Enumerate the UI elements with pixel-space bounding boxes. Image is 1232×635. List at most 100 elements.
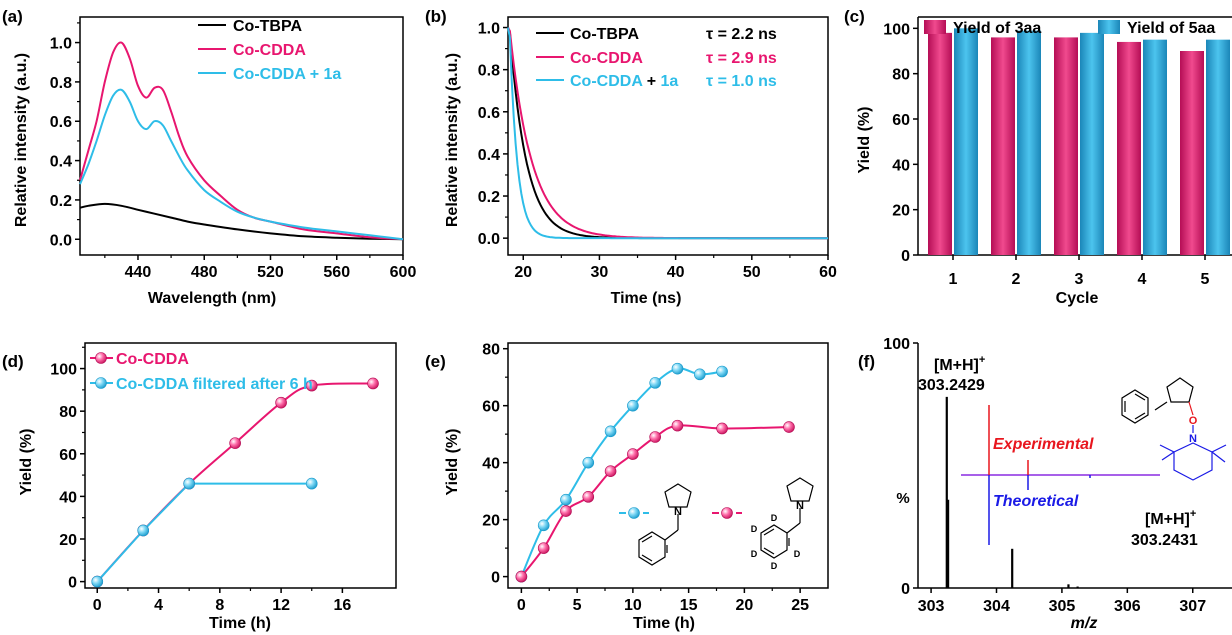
panel-e-series-0-point (560, 493, 572, 506)
panel-c-legend: Yield of 3aa Yield of 5aa (924, 20, 1215, 37)
panel-e-frame (507, 342, 829, 589)
panel-b-xtick-label: 30 (591, 264, 609, 281)
panel-a-series-0-line (79, 202, 404, 241)
panel-c-ytick-label: 0 (901, 248, 910, 265)
c-o-bond (1188, 401, 1194, 416)
mh-label-left-text: [M+H] (934, 357, 979, 374)
panel-e-series-1-point (649, 431, 661, 443)
panel-c-ytick-label: 60 (892, 112, 910, 129)
panel-d-xtick-label: 8 (215, 597, 224, 614)
panel-d-legend: Co-CDDA Co-CDDA filtered after 6 h (90, 351, 313, 393)
panel-e-series-0-point (649, 377, 661, 389)
phenyl-ring-f (1121, 389, 1149, 424)
phenyl-double-2 (1134, 412, 1146, 420)
panel-f-xtick-label: 303 (918, 598, 945, 615)
theoretical-label: Theoretical (993, 493, 1079, 510)
legend-label-co-cdda-1a-b: Co-CDDA + 1a (570, 73, 678, 90)
panel-d-xtick-label: 16 (333, 597, 351, 614)
legend-tau-co-tbpa: τ = 2.2 ns (706, 26, 777, 43)
panel-a-label: (a) (2, 7, 23, 26)
mh-mass-right: 303.2431 (1131, 532, 1198, 549)
deuterium-label-1: D (771, 513, 778, 523)
panel-d-ytick-label: 100 (50, 362, 77, 379)
panel-c-ytick-label: 100 (883, 21, 910, 38)
panel-a-ytick-label: 0.4 (50, 154, 72, 171)
panel-e-ytick-label: 0 (491, 570, 500, 587)
legend-tau-co-cdda-1a: τ = 1.0 ns (706, 73, 777, 90)
panel-d-series-0-line (96, 382, 374, 583)
panel-b-series-0-decay (507, 27, 828, 240)
panel-a-xtick-label: 600 (390, 264, 417, 281)
inset-marker-blue (628, 507, 640, 519)
legend-label-1a: 1a (661, 73, 679, 90)
panel-e-xtick-label: 0 (517, 597, 526, 614)
panel-e-series-1-point (716, 422, 728, 435)
panel-f-xtick-label: 304 (983, 598, 1010, 615)
panel-e-series-1-line (520, 424, 790, 578)
deuterium-label-5: D (794, 549, 801, 559)
panel-d-series-0-point (367, 377, 379, 390)
mh-mass-left: 303.2429 (918, 377, 985, 394)
panel-e-series-0-point (627, 399, 639, 412)
panel-c-bar-5aa (1080, 32, 1104, 255)
panel-c-bar-3aa (1180, 51, 1204, 255)
panel-c-xtick-label: 4 (1138, 271, 1147, 288)
panel-c-plot: 0 20 40 60 80 100 1 2 3 4 5 (883, 16, 1232, 288)
panel-b: (b) 20 30 40 50 60 0.0 0.2 0.4 0.6 0.8 1.0 Time (n… (425, 7, 837, 307)
panel-d-series-1-line (96, 482, 312, 583)
panel-e-xtick-label: 15 (680, 597, 698, 614)
benzene-d-double-3 (763, 528, 775, 536)
benzene-ring-d (760, 524, 788, 559)
legend-label-3aa: Yield of 3aa (953, 20, 1041, 37)
panel-a-ytick-label: 0.0 (50, 232, 72, 249)
panel-a-ylabel: Relative intensity (a.u.) (13, 53, 30, 227)
panel-c-bar-5aa (1017, 30, 1041, 255)
panel-b-series-1-decay (507, 27, 828, 240)
panel-b-series-2-decay (507, 27, 828, 240)
panel-e-series-0-point (582, 456, 595, 469)
panel-c-xtick-label: 3 (1075, 271, 1084, 288)
deuterium-label-2: D (751, 524, 758, 534)
piperidine-ring (1173, 442, 1213, 481)
benzyl-bond-d-2 (786, 522, 801, 534)
panel-e-plot: 0 5 10 15 20 25 0 20 40 60 80 (482, 342, 829, 614)
panel-c-bar-5aa (1143, 39, 1167, 255)
panel-a-series-2-line (79, 88, 404, 241)
panel-c-bar-3aa (991, 37, 1015, 256)
legend-label-co-cdda: Co-CDDA (233, 42, 306, 59)
panel-d-series-1-point (305, 477, 318, 490)
panel-c: (c) 0 20 40 60 80 100 1 2 3 4 5 Cycle Yield (%) Yi… (844, 7, 1232, 307)
legend-label-5aa: Yield of 5aa (1127, 20, 1215, 37)
panel-b-ytick-label: 0.8 (478, 63, 500, 80)
deuterated-nitrogen: N (796, 500, 804, 512)
panel-b-legend: Co-TBPA τ = 2.2 ns Co-CDDA τ = 2.9 ns Co… (536, 26, 777, 90)
benzene-double-2 (641, 554, 653, 562)
panel-e-series-1-point (783, 421, 795, 433)
panel-b-frame (507, 16, 829, 256)
mz-label: m/z (1071, 615, 1098, 632)
mh-label-left-sup: + (979, 354, 985, 366)
methyl-4 (1211, 451, 1226, 463)
panel-e: (e) 0 5 10 15 20 25 0 20 40 60 80 Time (h) Yield (… (425, 342, 829, 632)
deuterium-label-4: D (771, 561, 778, 571)
panel-e-series-0-point (671, 362, 684, 375)
panel-a-ytick-label: 0.8 (50, 75, 72, 92)
panel-b-ytick-label: 0.4 (478, 147, 500, 164)
deuterium-label-3: D (751, 549, 758, 559)
n-phenyl-bond (1154, 401, 1168, 411)
panel-e-series-0-point (537, 519, 550, 532)
panel-e-inset-legend (619, 507, 742, 519)
panel-f-plot: 0 100 303 304 305 306 307 (883, 336, 1232, 615)
deuterated-benzylpyrrolidine-structure (760, 477, 814, 559)
panel-b-ytick-label: 0.0 (478, 231, 500, 248)
panel-a-ytick-label: 0.6 (50, 114, 72, 131)
panel-a-xtick-label: 440 (125, 264, 152, 281)
panel-e-series-1-point (627, 448, 639, 460)
legend-label-co-cdda-b: Co-CDDA (570, 50, 643, 67)
panel-c-ylabel: Yield (%) (856, 107, 873, 174)
panel-c-ytick-label: 20 (892, 203, 910, 220)
panel-e-xtick-label: 25 (791, 597, 809, 614)
panel-a-ytick-label: 1.0 (50, 36, 72, 53)
